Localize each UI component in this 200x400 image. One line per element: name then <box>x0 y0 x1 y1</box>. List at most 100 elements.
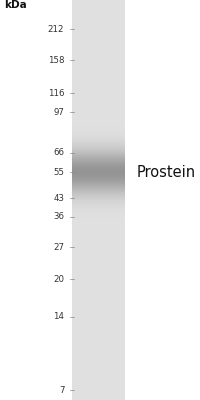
Bar <box>72 206 124 207</box>
Bar <box>72 201 124 202</box>
Bar <box>72 175 124 176</box>
Bar <box>72 152 124 153</box>
Bar <box>72 186 124 187</box>
Bar <box>72 237 124 238</box>
Bar <box>72 225 124 226</box>
Bar <box>72 168 124 169</box>
Bar <box>72 128 124 129</box>
Text: 212: 212 <box>48 25 64 34</box>
Bar <box>72 229 124 230</box>
Bar <box>72 235 124 236</box>
Bar <box>72 146 124 147</box>
Bar <box>72 118 124 119</box>
Bar <box>72 215 124 216</box>
Bar <box>72 198 124 199</box>
Bar <box>72 169 124 170</box>
Bar <box>72 205 124 206</box>
Bar <box>72 161 124 162</box>
Bar <box>72 203 124 204</box>
Bar <box>72 176 124 177</box>
Bar <box>72 200 124 201</box>
Text: 158: 158 <box>48 56 64 65</box>
Bar <box>72 125 124 126</box>
Bar <box>72 166 124 167</box>
Bar <box>72 160 124 161</box>
Bar <box>72 151 124 152</box>
Bar <box>72 240 124 241</box>
Bar <box>72 226 124 227</box>
Text: 55: 55 <box>53 168 64 176</box>
Bar <box>72 133 124 134</box>
Bar <box>72 187 124 188</box>
Bar <box>72 194 124 195</box>
Bar <box>72 223 124 224</box>
Bar <box>72 204 124 205</box>
Bar <box>72 209 124 210</box>
Bar <box>72 244 124 245</box>
Bar <box>72 193 124 194</box>
Bar <box>72 231 124 232</box>
Bar <box>72 190 124 191</box>
Bar <box>72 196 124 197</box>
Bar <box>72 214 124 215</box>
Bar <box>72 211 124 212</box>
Bar <box>72 165 124 166</box>
Bar <box>72 183 124 184</box>
Bar <box>72 188 124 189</box>
Bar <box>72 179 124 180</box>
Bar <box>72 163 124 164</box>
Bar <box>72 212 124 213</box>
Bar <box>72 116 124 117</box>
Bar <box>72 221 124 222</box>
Bar <box>72 154 124 155</box>
Bar <box>72 216 124 217</box>
Bar <box>72 138 124 139</box>
Bar <box>72 131 124 132</box>
Text: 116: 116 <box>48 88 64 98</box>
Bar <box>72 180 124 181</box>
Bar <box>72 191 124 192</box>
Bar <box>72 124 124 125</box>
Bar <box>72 236 124 237</box>
Bar <box>72 123 124 124</box>
Bar <box>72 242 124 243</box>
Bar <box>72 199 124 200</box>
Bar <box>72 145 124 146</box>
Bar <box>72 135 124 136</box>
Bar <box>72 177 124 178</box>
Bar <box>72 217 124 218</box>
Bar <box>72 208 124 209</box>
Bar <box>72 174 124 175</box>
Bar <box>72 144 124 145</box>
Bar <box>72 153 124 154</box>
Bar <box>72 162 124 163</box>
Bar <box>72 207 124 208</box>
Bar <box>72 184 124 185</box>
Text: 7: 7 <box>59 386 64 395</box>
Bar <box>72 233 124 234</box>
Bar <box>72 122 124 123</box>
Bar <box>72 219 124 220</box>
Text: 43: 43 <box>53 194 64 203</box>
Text: 36: 36 <box>53 212 64 222</box>
Bar <box>72 149 124 150</box>
Bar <box>72 117 124 118</box>
Bar <box>72 167 124 168</box>
Bar <box>72 143 124 144</box>
Bar <box>72 164 124 165</box>
Bar <box>72 239 124 240</box>
Bar <box>72 181 124 182</box>
Text: 20: 20 <box>53 275 64 284</box>
Bar <box>72 171 124 172</box>
Bar <box>72 173 124 174</box>
Bar <box>72 155 124 156</box>
Bar <box>72 115 124 116</box>
Bar <box>72 142 124 143</box>
Bar <box>72 218 124 219</box>
Bar <box>72 210 124 211</box>
Bar <box>72 130 124 131</box>
Text: 66: 66 <box>53 148 64 157</box>
Bar <box>72 189 124 190</box>
Bar <box>72 227 124 228</box>
Bar <box>72 119 124 120</box>
